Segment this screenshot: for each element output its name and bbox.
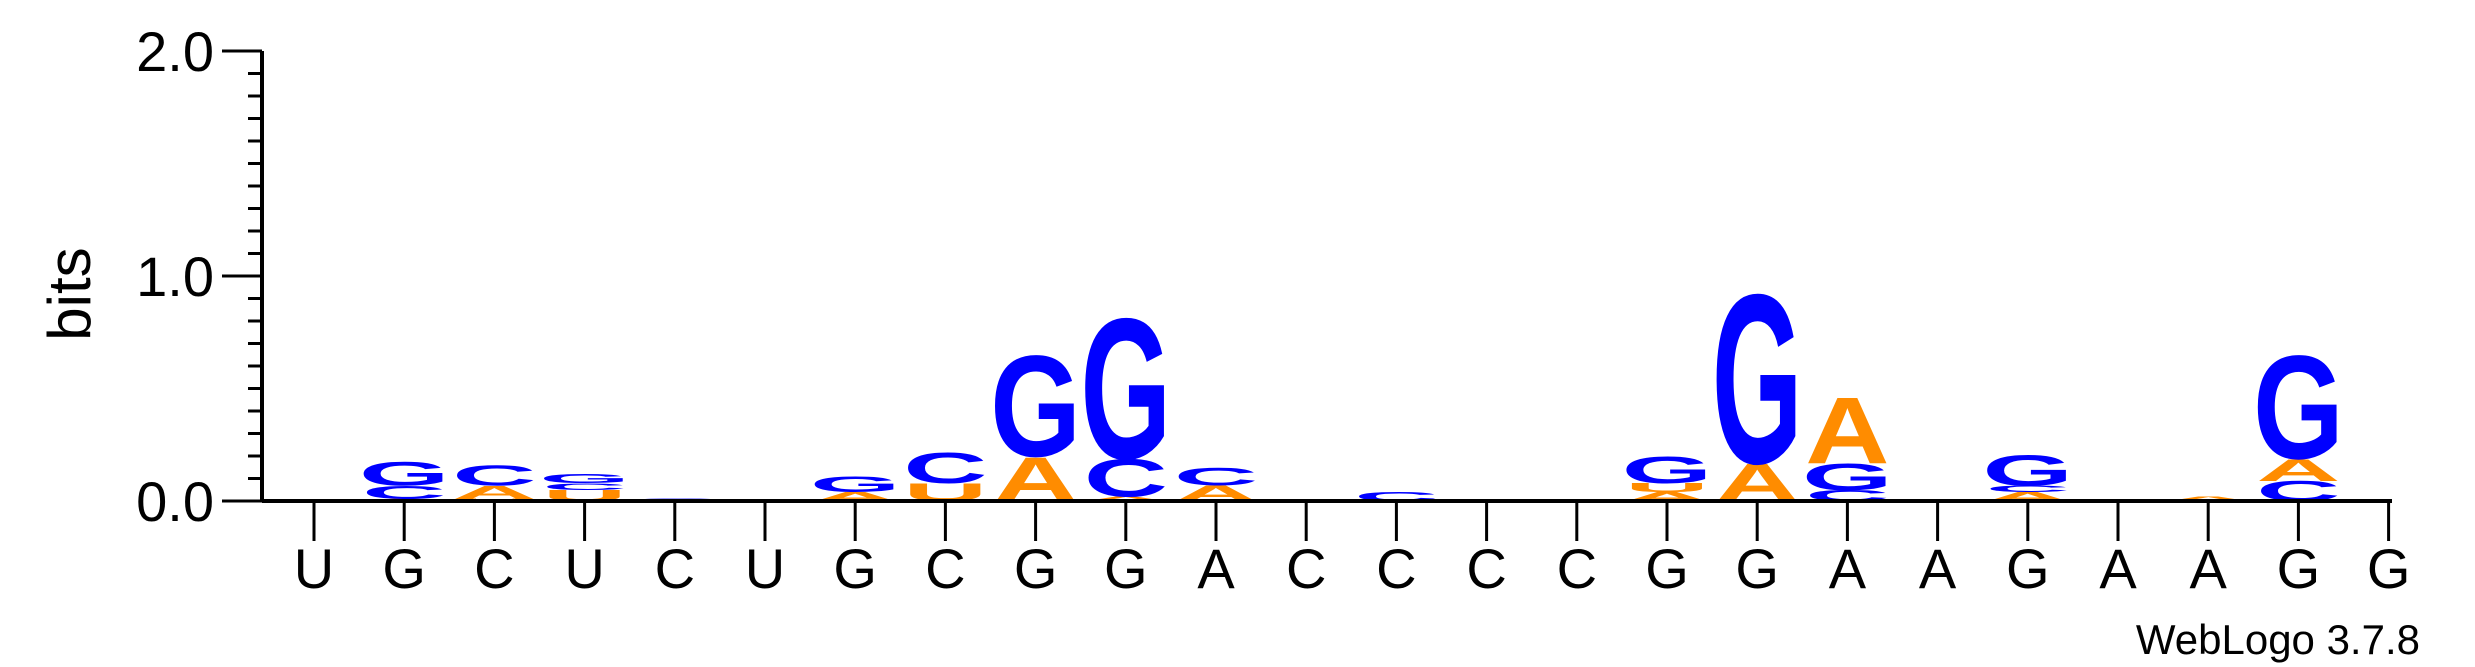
x-tick-label: G <box>2367 537 2411 600</box>
logo-letter-g: G <box>810 472 901 497</box>
logo-letter-a: A <box>2256 453 2340 488</box>
logo-letter-c: C <box>903 443 987 492</box>
logo-letter-g: G <box>359 454 450 493</box>
x-tick-label: G <box>1735 537 1779 600</box>
x-tick-label: C <box>1376 537 1416 600</box>
logo-letter-a: A <box>2166 495 2250 502</box>
logo-letter-a: A <box>452 482 536 503</box>
x-tick-label: U <box>564 537 604 600</box>
x-tick-label: A <box>1829 537 1867 600</box>
logo-letter-a: A <box>1084 495 1168 502</box>
logo-letter-c: C <box>452 460 536 492</box>
y-tick-label: 2.0 <box>136 20 214 83</box>
logo-letter-g: G <box>1982 445 2073 494</box>
x-tick-label: G <box>2006 537 2050 600</box>
x-tick-label: A <box>1197 537 1235 600</box>
x-tick-label: C <box>655 537 695 600</box>
logo-letter-a: A <box>1805 378 1889 483</box>
x-tick-label: G <box>1104 537 1148 600</box>
x-tick-label: C <box>925 537 965 600</box>
x-tick-label: G <box>2277 537 2321 600</box>
x-tick-label: U <box>745 537 785 600</box>
letter-stacks: ACGUACUCGCAGUCAGACGACCAUGAGCGAACGACAG <box>359 245 2344 515</box>
x-tick-label: G <box>382 537 426 600</box>
x-tick-label: G <box>1645 537 1689 600</box>
x-tick-label: C <box>1286 537 1326 600</box>
logo-letter-c: C <box>1084 449 1168 508</box>
x-tick-label: C <box>1557 537 1597 600</box>
logo-letter-g: G <box>1622 450 1713 492</box>
x-tick-label: C <box>474 537 514 600</box>
logo-letter-g: G <box>1080 276 1171 501</box>
x-tick-label: A <box>2190 537 2228 600</box>
y-tick-label: 1.0 <box>136 245 214 308</box>
logo-letter-u: U <box>1625 481 1709 495</box>
logo-letter-g: G <box>990 325 1081 487</box>
weblogo-credit: WebLogo 3.7.8 <box>2136 616 2420 663</box>
y-tick-label: 0.0 <box>136 470 214 533</box>
logo-letter-c: C <box>1174 463 1258 491</box>
x-tick-label: A <box>1919 537 1957 600</box>
logo-letter-c: C <box>542 481 626 492</box>
logo-letter-c: C <box>1986 483 2070 494</box>
logo-letter-g: G <box>1712 245 1803 515</box>
x-tick-label: G <box>833 537 877 600</box>
x-tick-label: G <box>1014 537 1058 600</box>
logo-letter-g: G <box>1802 456 1893 498</box>
x-tick-label: U <box>294 537 334 600</box>
logo-letter-g: G <box>2253 326 2344 490</box>
axes: 0.01.02.0U G C U C U G C G G A C C C C G G A A G A A G G <box>136 20 2410 600</box>
x-tick-label: C <box>1466 537 1506 600</box>
logo-letter-c: C <box>362 482 446 503</box>
y-axis-label: bits <box>36 247 103 340</box>
logo-letter-g: G <box>539 472 630 486</box>
x-tick-label: A <box>2099 537 2137 600</box>
